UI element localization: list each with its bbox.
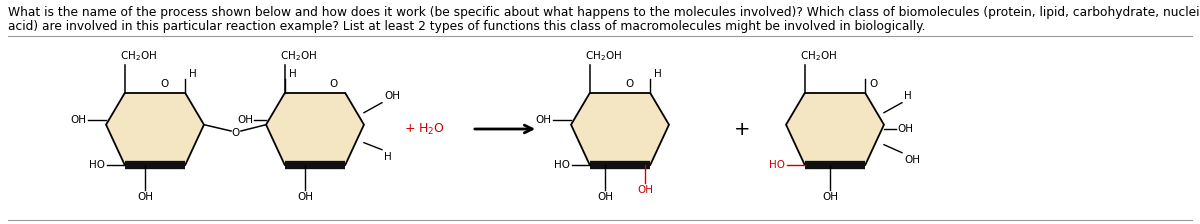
Text: O: O bbox=[329, 79, 337, 89]
Text: +: + bbox=[733, 119, 750, 138]
Text: O: O bbox=[869, 79, 877, 89]
Text: OH: OH bbox=[822, 192, 838, 202]
Polygon shape bbox=[266, 93, 364, 165]
Text: H: H bbox=[654, 69, 662, 79]
Text: H: H bbox=[904, 91, 912, 101]
Text: CH$_2$OH: CH$_2$OH bbox=[120, 49, 157, 63]
Text: + H$_2$O: + H$_2$O bbox=[404, 121, 445, 137]
Text: OH: OH bbox=[70, 115, 86, 125]
Text: O: O bbox=[625, 79, 634, 89]
Text: HO: HO bbox=[89, 160, 104, 170]
Text: OH: OH bbox=[904, 155, 920, 165]
Polygon shape bbox=[571, 93, 668, 165]
Polygon shape bbox=[786, 93, 884, 165]
Text: CH$_2$OH: CH$_2$OH bbox=[584, 49, 622, 63]
Text: H: H bbox=[190, 69, 197, 79]
Text: O: O bbox=[230, 128, 239, 138]
Text: OH: OH bbox=[896, 124, 913, 134]
Text: acid) are involved in this particular reaction example? List at least 2 types of: acid) are involved in this particular re… bbox=[8, 20, 925, 33]
Text: HO: HO bbox=[553, 160, 570, 170]
Text: OH: OH bbox=[535, 115, 551, 125]
Text: H: H bbox=[384, 152, 391, 162]
Text: OH: OH bbox=[637, 185, 653, 195]
Text: O: O bbox=[160, 79, 168, 89]
Text: What is the name of the process shown below and how does it work (be specific ab: What is the name of the process shown be… bbox=[8, 6, 1200, 19]
Text: CH$_2$OH: CH$_2$OH bbox=[280, 49, 317, 63]
Text: OH: OH bbox=[298, 192, 313, 202]
Text: OH: OH bbox=[137, 192, 154, 202]
Text: H: H bbox=[289, 69, 296, 79]
Text: HO: HO bbox=[769, 160, 785, 170]
Text: OH: OH bbox=[384, 91, 400, 101]
Text: OH: OH bbox=[598, 192, 613, 202]
Text: CH$_2$OH: CH$_2$OH bbox=[799, 49, 836, 63]
Polygon shape bbox=[106, 93, 204, 165]
Text: OH: OH bbox=[238, 115, 253, 125]
